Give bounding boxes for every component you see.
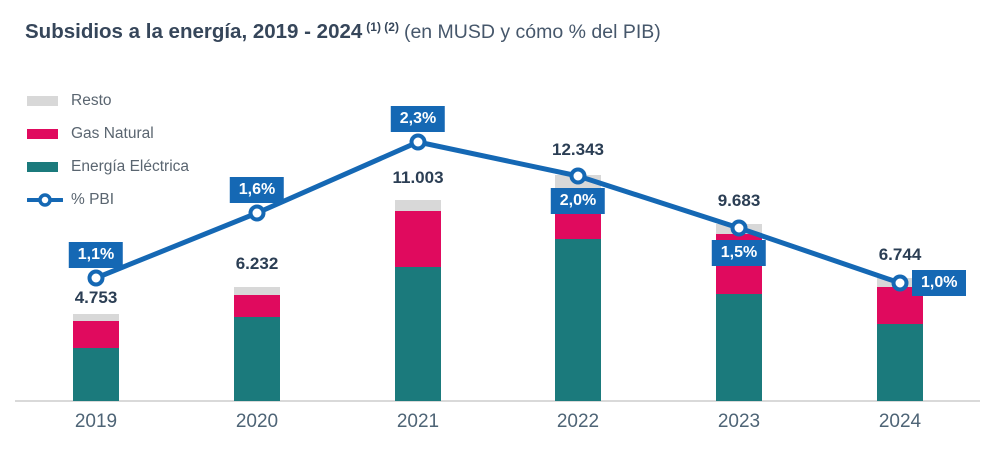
chart-title-footnote-markers: (1) (2) — [366, 20, 399, 34]
legend-label-energia-electrica: Energía Eléctrica — [71, 157, 190, 175]
bar-segment-energia-electrica-2024 — [877, 324, 923, 401]
x-tick-label-2021: 2021 — [396, 411, 440, 432]
pbi-marker-2024 — [891, 274, 909, 292]
pbi-value-label-2022: 2,0% — [550, 188, 606, 214]
pbi-marker-2022 — [569, 167, 587, 185]
x-tick-label-2023: 2023 — [717, 411, 761, 432]
bar-segment-energia-electrica-2023 — [716, 294, 762, 401]
chart-title: Subsidios a la energía, 2019 - 2024 (1) … — [25, 20, 661, 44]
legend-swatch-gas-natural — [27, 128, 58, 139]
total-label-2024: 6.744 — [878, 244, 922, 264]
pbi-line — [93, 139, 903, 286]
x-tick-label-2019: 2019 — [74, 411, 118, 432]
pbi-value-label-2019: 1,1% — [68, 242, 124, 268]
pbi-value-label-2021: 2,3% — [390, 106, 446, 132]
legend-item--pbi: % PBI — [26, 183, 189, 216]
legend-item-resto: Resto — [27, 84, 189, 117]
legend-line-marker-icon — [26, 192, 64, 208]
pbi-marker-2023 — [730, 219, 748, 237]
pbi-value-label-2023: 1,5% — [711, 240, 767, 266]
pbi-value-label-2024: 1,0% — [912, 270, 967, 296]
bar-segment-energia-electrica-2022 — [555, 239, 601, 401]
bar-segment-energia-electrica-2019 — [73, 347, 119, 401]
x-tick-label-2024: 2024 — [878, 411, 922, 432]
x-axis-line — [15, 400, 980, 402]
legend-label-gas-natural: Gas Natural — [71, 124, 154, 142]
legend-item-energia-electrica: Energía Eléctrica — [27, 150, 189, 183]
legend-label-resto: Resto — [71, 91, 112, 109]
total-label-2019: 4.753 — [74, 288, 118, 308]
bar-segment-resto-2019 — [73, 314, 119, 322]
pbi-marker-2019 — [87, 269, 105, 287]
total-label-2023: 9.683 — [717, 190, 761, 210]
x-tick-label-2020: 2020 — [235, 411, 279, 432]
pbi-value-label-2020: 1,6% — [229, 177, 285, 203]
legend: Resto Gas Natural Energía Eléctrica % PBI — [26, 84, 189, 216]
bar-segment-gas-natural-2019 — [73, 321, 119, 348]
total-label-2021: 11.003 — [392, 167, 444, 187]
legend-swatch-energia-electrica — [27, 161, 58, 172]
bar-segment-resto-2021 — [395, 199, 441, 211]
chart-title-subtitle: (en MUSD y cómo % del PIB) — [403, 21, 661, 43]
pbi-marker-2020 — [248, 204, 266, 222]
bar-segment-resto-2020 — [234, 287, 280, 296]
total-label-2022: 12.343 — [552, 140, 604, 160]
legend-swatch-resto — [27, 95, 58, 106]
total-label-2020: 6.232 — [235, 254, 279, 274]
bar-segment-gas-natural-2021 — [395, 210, 441, 267]
x-tick-label-2022: 2022 — [556, 411, 600, 432]
pbi-marker-2021 — [409, 133, 427, 151]
chart-title-main: Subsidios a la energía, 2019 - 2024 — [25, 20, 363, 43]
bar-segment-gas-natural-2020 — [234, 295, 280, 318]
legend-item-gas-natural: Gas Natural — [27, 117, 189, 150]
bar-segment-energia-electrica-2020 — [234, 317, 280, 401]
bar-segment-energia-electrica-2021 — [395, 267, 441, 401]
legend-label--pbi: % PBI — [71, 190, 115, 208]
